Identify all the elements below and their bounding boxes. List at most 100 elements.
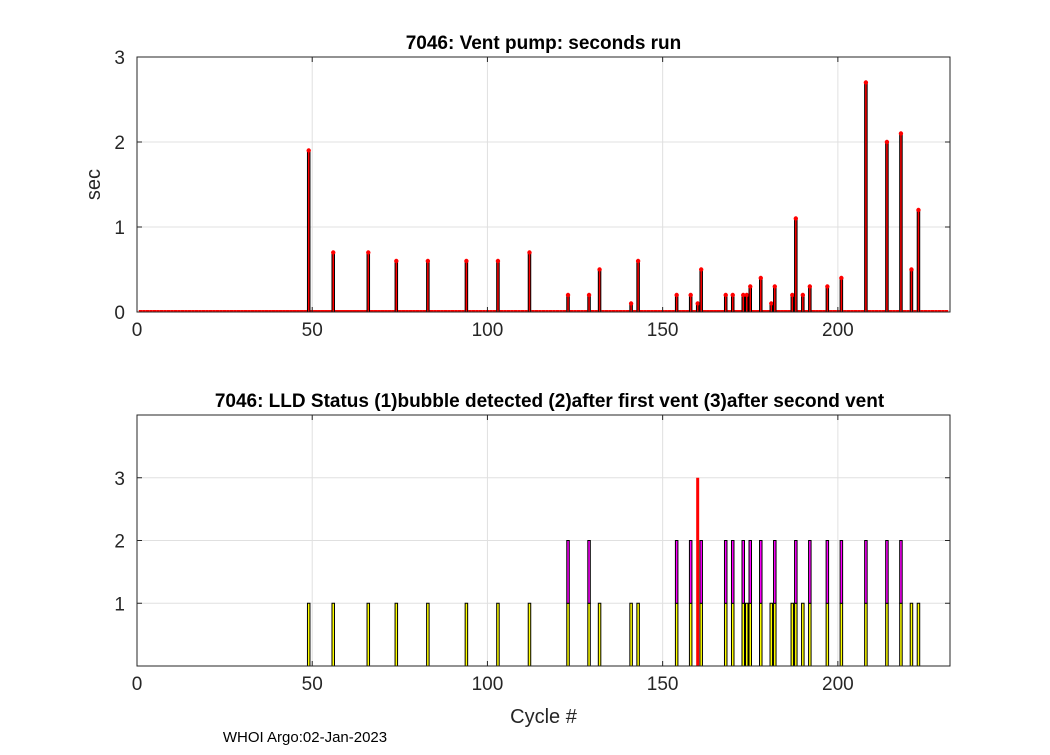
zero-marker — [559, 310, 563, 312]
vent-bar — [566, 294, 570, 313]
lld-bar-level1 — [496, 602, 500, 667]
y-tick-label: 3 — [114, 469, 125, 490]
vent-marker — [366, 250, 371, 255]
x-tick-label: 0 — [132, 320, 143, 341]
zero-marker — [594, 310, 598, 312]
zero-marker — [850, 310, 854, 312]
footer-text: WHOI Argo:02-Jan-2023 — [223, 729, 387, 746]
zero-marker — [349, 310, 353, 312]
vent-marker — [748, 284, 753, 289]
lld-bar-level1 — [688, 602, 693, 667]
lld-bar-level1 — [864, 602, 868, 667]
vent-marker — [425, 258, 431, 264]
lld-bar-level2 — [864, 540, 868, 604]
zero-marker — [615, 310, 619, 312]
zero-marker — [236, 310, 241, 312]
lld-bar-level2 — [741, 540, 745, 604]
lld-bar-level1 — [527, 602, 532, 667]
zero-marker — [853, 310, 858, 312]
zero-marker — [373, 310, 378, 312]
zero-marker — [930, 310, 935, 312]
vent-marker — [698, 267, 704, 272]
zero-marker — [681, 310, 686, 312]
vent-bar — [794, 218, 798, 313]
zero-marker — [927, 310, 931, 312]
zero-marker — [405, 310, 409, 312]
zero-marker — [878, 310, 882, 312]
zero-marker — [222, 310, 227, 312]
zero-marker — [874, 310, 879, 312]
zero-marker — [342, 310, 346, 312]
lld-bar-level1 — [794, 602, 798, 667]
zero-marker — [419, 310, 423, 312]
zero-marker — [324, 310, 328, 312]
zero-marker — [892, 310, 896, 312]
zero-marker — [762, 310, 767, 312]
vent-marker — [527, 250, 532, 255]
zero-marker — [443, 310, 448, 312]
zero-marker — [664, 310, 668, 312]
chart-title: 7046: LLD Status (1)bubble detected (2)a… — [215, 391, 885, 412]
lld-bar-level1 — [426, 602, 430, 667]
zero-marker — [534, 310, 539, 312]
zero-marker — [737, 310, 742, 312]
lld-bar-level1 — [769, 602, 774, 667]
zero-marker — [499, 310, 504, 312]
lld-bar-level2 — [674, 540, 679, 604]
x-tick-label: 100 — [472, 674, 504, 695]
lld-bar-level1 — [587, 602, 591, 667]
x-tick-label: 150 — [647, 320, 679, 341]
zero-marker — [138, 310, 143, 312]
lld-bar-level2 — [723, 540, 728, 604]
zero-marker — [611, 310, 616, 312]
vent-marker — [800, 292, 806, 298]
zero-marker — [408, 310, 413, 312]
zero-marker — [429, 310, 434, 312]
vent-bar — [730, 294, 735, 313]
lld-bar-level1 — [699, 602, 703, 667]
zero-marker — [327, 310, 332, 312]
vent-bar — [885, 141, 889, 313]
zero-marker — [860, 310, 865, 312]
zero-marker — [363, 310, 367, 312]
zero-marker — [184, 310, 188, 312]
zero-marker — [391, 310, 395, 312]
zero-marker — [716, 310, 721, 312]
y-tick-label: 1 — [114, 594, 125, 615]
lld-bar-level1 — [464, 602, 469, 667]
lld-bar-level1 — [909, 602, 914, 667]
zero-marker — [289, 310, 293, 312]
zero-marker — [475, 310, 479, 312]
zero-marker — [457, 310, 462, 312]
lld-bar-level1 — [759, 602, 763, 667]
zero-marker — [450, 310, 455, 312]
x-tick-label: 0 — [132, 674, 143, 695]
zero-marker — [734, 310, 738, 312]
vent-bar — [916, 209, 921, 313]
vent-marker — [331, 250, 336, 255]
y-tick-label: 0 — [114, 303, 125, 324]
zero-marker — [187, 310, 192, 312]
vent-bar — [699, 269, 703, 313]
zero-marker — [513, 310, 518, 312]
zero-marker — [205, 310, 209, 312]
zero-marker — [271, 310, 276, 312]
lld-bar-level2 — [839, 540, 844, 604]
vent-bar — [587, 294, 591, 313]
vent-marker — [744, 292, 749, 298]
zero-marker — [264, 310, 269, 312]
lld-bar-level2 — [748, 540, 753, 604]
zero-marker — [447, 310, 451, 312]
zero-marker — [177, 310, 181, 312]
zero-marker — [317, 310, 321, 312]
zero-marker — [608, 310, 612, 312]
vent-bar — [790, 294, 795, 313]
x-tick-label: 200 — [822, 320, 854, 341]
lld-bar-level2 — [699, 540, 703, 604]
vent-marker — [565, 292, 571, 298]
zero-marker — [313, 310, 318, 312]
vent-marker — [723, 292, 728, 298]
zero-marker — [545, 310, 549, 312]
zero-marker — [913, 310, 917, 312]
zero-marker — [541, 310, 546, 312]
